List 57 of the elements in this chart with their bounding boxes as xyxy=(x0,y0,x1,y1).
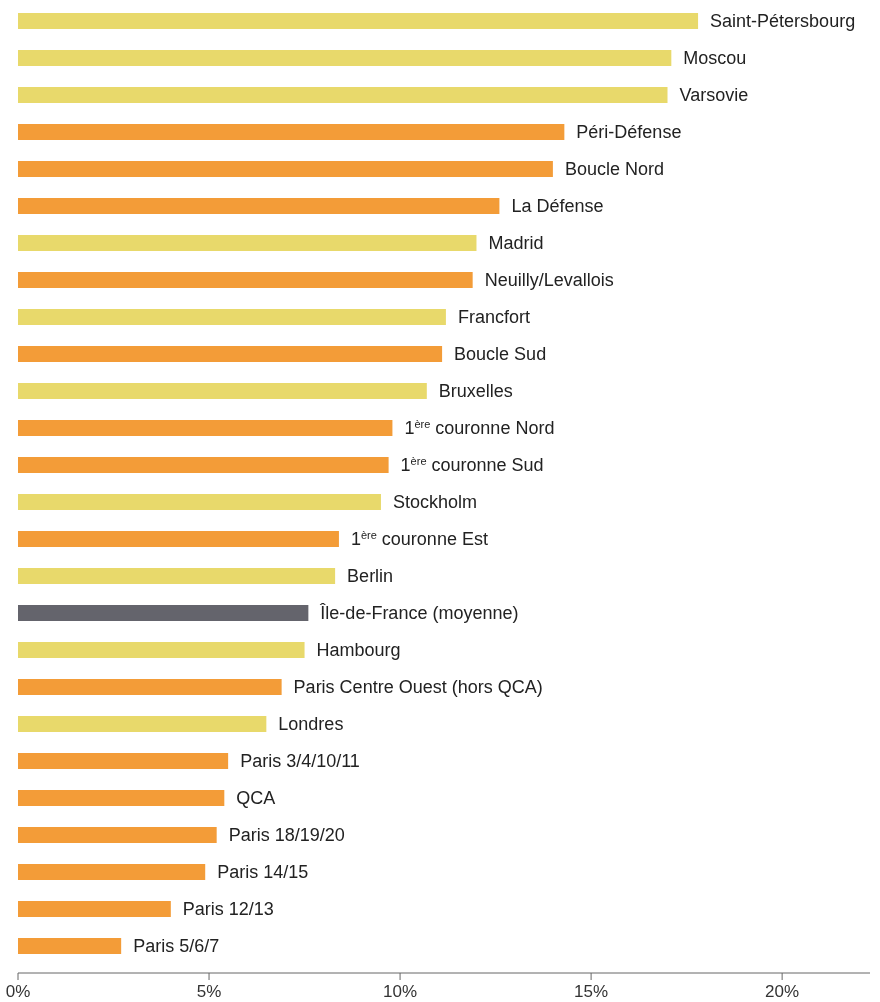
y-tick-label: 1$^{ère}$ couronne Sud xyxy=(400,455,544,476)
bar xyxy=(18,50,672,66)
y-tick-label: Paris Centre Ouest (hors QCA) xyxy=(293,677,543,698)
y-tick-label: Boucle Sud xyxy=(454,344,547,365)
y-tick-label: Bruxelles xyxy=(438,381,513,402)
y-tick-label: Stockholm xyxy=(392,492,478,513)
bar xyxy=(18,346,443,362)
bar xyxy=(18,790,225,806)
x-tick-label: 10% xyxy=(383,982,418,1001)
bar xyxy=(18,679,282,695)
x-tick-label: 0% xyxy=(5,982,31,1001)
bar xyxy=(18,864,206,880)
y-tick-label: Varsovie xyxy=(679,85,749,106)
y-tick-label: Paris 12/13 xyxy=(182,899,274,920)
y-tick-label: La Défense xyxy=(511,196,604,217)
y-tick-label: Boucle Nord xyxy=(564,159,664,180)
x-tick-label: 20% xyxy=(765,982,800,1001)
bar xyxy=(18,161,553,177)
y-tick-label: Moscou xyxy=(683,48,747,69)
y-tick-label: Neuilly/Levallois xyxy=(484,270,614,291)
y-tick-label: Paris 18/19/20 xyxy=(228,825,345,846)
bar xyxy=(18,716,267,732)
y-tick-label: Berlin xyxy=(347,566,394,587)
y-tick-label: 1$^{ère}$ couronne Nord xyxy=(404,418,555,439)
bar xyxy=(18,753,229,769)
y-tick-label: Londres xyxy=(278,714,344,735)
x-tick-label: 5% xyxy=(196,982,222,1001)
bar xyxy=(18,827,217,843)
y-tick-label: Francfort xyxy=(457,307,530,328)
y-tick-label: Paris 14/15 xyxy=(217,862,309,883)
y-tick-label: Paris 3/4/10/11 xyxy=(240,751,360,772)
y-tick-label: Péri-Défense xyxy=(576,122,682,143)
bar xyxy=(18,124,565,140)
bar xyxy=(18,272,473,288)
bar xyxy=(18,605,309,621)
y-tick-label: Saint-Pétersbourg xyxy=(710,11,856,32)
bar xyxy=(18,87,668,103)
y-tick-label: Paris 5/6/7 xyxy=(133,936,220,957)
bar xyxy=(18,642,305,658)
x-tick-label: 15% xyxy=(574,982,609,1001)
y-tick-label: Île-de-France (moyenne) xyxy=(319,603,519,624)
y-tick-label: Madrid xyxy=(488,233,544,254)
y-tick-label: Hambourg xyxy=(316,640,401,661)
y-tick-label: 1$^{ère}$ couronne Est xyxy=(350,529,488,550)
bar xyxy=(18,531,339,547)
bar xyxy=(18,309,446,325)
bar xyxy=(18,198,500,214)
bar xyxy=(18,938,122,954)
bar xyxy=(18,383,427,399)
bar xyxy=(18,420,393,436)
bar xyxy=(18,457,389,473)
y-tick-label: QCA xyxy=(236,788,276,809)
bar xyxy=(18,901,171,917)
bar xyxy=(18,235,477,251)
bar xyxy=(18,13,699,29)
bar xyxy=(18,494,381,510)
bar xyxy=(18,568,336,584)
